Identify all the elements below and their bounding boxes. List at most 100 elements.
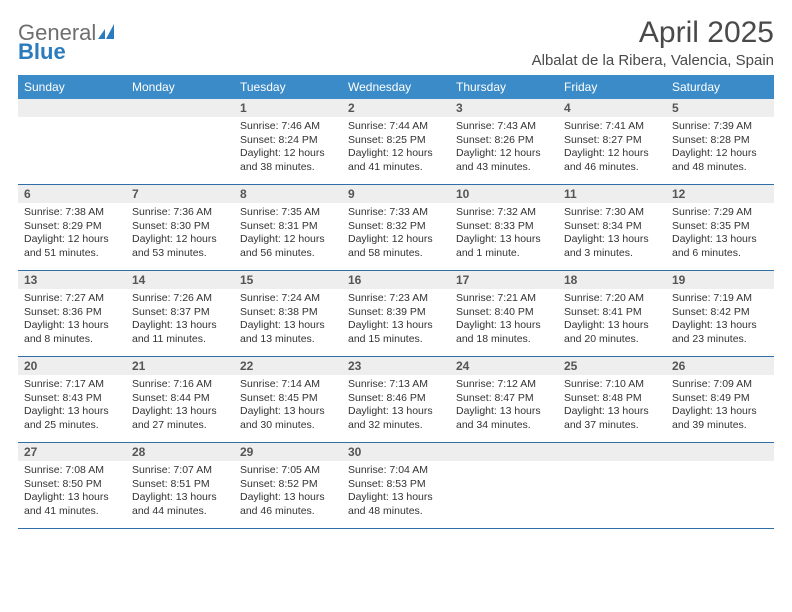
calendar-cell: 7Sunrise: 7:36 AMSunset: 8:30 PMDaylight… xyxy=(126,185,234,271)
day-number-bar: 28 xyxy=(126,443,234,461)
day-info: Sunrise: 7:29 AMSunset: 8:35 PMDaylight:… xyxy=(666,203,774,265)
day-number-bar: 2 xyxy=(342,99,450,117)
day-info: Sunrise: 7:09 AMSunset: 8:49 PMDaylight:… xyxy=(666,375,774,437)
sunrise-line: Sunrise: 7:24 AM xyxy=(240,292,336,306)
day-number-bar: 19 xyxy=(666,271,774,289)
calendar-cell: 25Sunrise: 7:10 AMSunset: 8:48 PMDayligh… xyxy=(558,357,666,443)
daylight-line: Daylight: 13 hours and 3 minutes. xyxy=(564,233,660,260)
day-number-bar: 14 xyxy=(126,271,234,289)
sunset-line: Sunset: 8:45 PM xyxy=(240,392,336,406)
daylight-line: Daylight: 13 hours and 46 minutes. xyxy=(240,491,336,518)
sunrise-line: Sunrise: 7:23 AM xyxy=(348,292,444,306)
sunrise-line: Sunrise: 7:08 AM xyxy=(24,464,120,478)
sunrise-line: Sunrise: 7:12 AM xyxy=(456,378,552,392)
day-info: Sunrise: 7:44 AMSunset: 8:25 PMDaylight:… xyxy=(342,117,450,179)
daylight-line: Daylight: 12 hours and 51 minutes. xyxy=(24,233,120,260)
calendar-cell: 10Sunrise: 7:32 AMSunset: 8:33 PMDayligh… xyxy=(450,185,558,271)
calendar-cell: 15Sunrise: 7:24 AMSunset: 8:38 PMDayligh… xyxy=(234,271,342,357)
daylight-line: Daylight: 13 hours and 30 minutes. xyxy=(240,405,336,432)
calendar-cell: 11Sunrise: 7:30 AMSunset: 8:34 PMDayligh… xyxy=(558,185,666,271)
daylight-line: Daylight: 12 hours and 48 minutes. xyxy=(672,147,768,174)
day-info: Sunrise: 7:10 AMSunset: 8:48 PMDaylight:… xyxy=(558,375,666,437)
sunset-line: Sunset: 8:40 PM xyxy=(456,306,552,320)
month-title: April 2025 xyxy=(532,16,774,50)
calendar-cell: 2Sunrise: 7:44 AMSunset: 8:25 PMDaylight… xyxy=(342,99,450,185)
daylight-line: Daylight: 13 hours and 39 minutes. xyxy=(672,405,768,432)
day-info: Sunrise: 7:27 AMSunset: 8:36 PMDaylight:… xyxy=(18,289,126,351)
sunrise-line: Sunrise: 7:09 AM xyxy=(672,378,768,392)
day-info: Sunrise: 7:19 AMSunset: 8:42 PMDaylight:… xyxy=(666,289,774,351)
sunrise-line: Sunrise: 7:13 AM xyxy=(348,378,444,392)
daylight-line: Daylight: 12 hours and 53 minutes. xyxy=(132,233,228,260)
sunrise-line: Sunrise: 7:27 AM xyxy=(24,292,120,306)
sunset-line: Sunset: 8:50 PM xyxy=(24,478,120,492)
calendar-cell: 3Sunrise: 7:43 AMSunset: 8:26 PMDaylight… xyxy=(450,99,558,185)
sunset-line: Sunset: 8:34 PM xyxy=(564,220,660,234)
calendar-cell: 26Sunrise: 7:09 AMSunset: 8:49 PMDayligh… xyxy=(666,357,774,443)
day-number-bar: 16 xyxy=(342,271,450,289)
sunset-line: Sunset: 8:29 PM xyxy=(24,220,120,234)
calendar-cell: 24Sunrise: 7:12 AMSunset: 8:47 PMDayligh… xyxy=(450,357,558,443)
day-number-bar: 18 xyxy=(558,271,666,289)
day-number-bar: 30 xyxy=(342,443,450,461)
day-info: Sunrise: 7:21 AMSunset: 8:40 PMDaylight:… xyxy=(450,289,558,351)
calendar-cell-empty xyxy=(450,443,558,529)
day-info: Sunrise: 7:07 AMSunset: 8:51 PMDaylight:… xyxy=(126,461,234,523)
daylight-line: Daylight: 13 hours and 25 minutes. xyxy=(24,405,120,432)
sunrise-line: Sunrise: 7:46 AM xyxy=(240,120,336,134)
sunrise-line: Sunrise: 7:38 AM xyxy=(24,206,120,220)
sunrise-line: Sunrise: 7:20 AM xyxy=(564,292,660,306)
day-number-bar xyxy=(18,99,126,117)
daylight-line: Daylight: 13 hours and 11 minutes. xyxy=(132,319,228,346)
daylight-line: Daylight: 13 hours and 32 minutes. xyxy=(348,405,444,432)
day-info: Sunrise: 7:16 AMSunset: 8:44 PMDaylight:… xyxy=(126,375,234,437)
day-info: Sunrise: 7:17 AMSunset: 8:43 PMDaylight:… xyxy=(18,375,126,437)
day-number-bar xyxy=(666,443,774,461)
calendar-cell: 27Sunrise: 7:08 AMSunset: 8:50 PMDayligh… xyxy=(18,443,126,529)
sunrise-line: Sunrise: 7:07 AM xyxy=(132,464,228,478)
day-info: Sunrise: 7:05 AMSunset: 8:52 PMDaylight:… xyxy=(234,461,342,523)
day-info: Sunrise: 7:08 AMSunset: 8:50 PMDaylight:… xyxy=(18,461,126,523)
daylight-line: Daylight: 13 hours and 6 minutes. xyxy=(672,233,768,260)
daylight-line: Daylight: 13 hours and 23 minutes. xyxy=(672,319,768,346)
day-info: Sunrise: 7:30 AMSunset: 8:34 PMDaylight:… xyxy=(558,203,666,265)
calendar-cell: 1Sunrise: 7:46 AMSunset: 8:24 PMDaylight… xyxy=(234,99,342,185)
daylight-line: Daylight: 12 hours and 58 minutes. xyxy=(348,233,444,260)
day-info: Sunrise: 7:26 AMSunset: 8:37 PMDaylight:… xyxy=(126,289,234,351)
sunrise-line: Sunrise: 7:36 AM xyxy=(132,206,228,220)
daylight-line: Daylight: 13 hours and 1 minute. xyxy=(456,233,552,260)
daylight-line: Daylight: 13 hours and 27 minutes. xyxy=(132,405,228,432)
sunrise-line: Sunrise: 7:33 AM xyxy=(348,206,444,220)
daylight-line: Daylight: 12 hours and 41 minutes. xyxy=(348,147,444,174)
sunset-line: Sunset: 8:53 PM xyxy=(348,478,444,492)
daylight-line: Daylight: 13 hours and 34 minutes. xyxy=(456,405,552,432)
day-number-bar: 21 xyxy=(126,357,234,375)
sunset-line: Sunset: 8:41 PM xyxy=(564,306,660,320)
sunrise-line: Sunrise: 7:17 AM xyxy=(24,378,120,392)
day-number-bar: 27 xyxy=(18,443,126,461)
day-info: Sunrise: 7:35 AMSunset: 8:31 PMDaylight:… xyxy=(234,203,342,265)
day-info: Sunrise: 7:04 AMSunset: 8:53 PMDaylight:… xyxy=(342,461,450,523)
logo: General Blue xyxy=(18,16,120,68)
day-number-bar: 29 xyxy=(234,443,342,461)
sunset-line: Sunset: 8:47 PM xyxy=(456,392,552,406)
dow-header: Wednesday xyxy=(342,75,450,99)
day-info: Sunrise: 7:14 AMSunset: 8:45 PMDaylight:… xyxy=(234,375,342,437)
dow-header: Sunday xyxy=(18,75,126,99)
dow-header: Friday xyxy=(558,75,666,99)
sunrise-line: Sunrise: 7:43 AM xyxy=(456,120,552,134)
calendar-cell: 8Sunrise: 7:35 AMSunset: 8:31 PMDaylight… xyxy=(234,185,342,271)
sunset-line: Sunset: 8:49 PM xyxy=(672,392,768,406)
page-header: General Blue April 2025 Albalat de la Ri… xyxy=(18,16,774,69)
calendar-cell: 5Sunrise: 7:39 AMSunset: 8:28 PMDaylight… xyxy=(666,99,774,185)
daylight-line: Daylight: 13 hours and 44 minutes. xyxy=(132,491,228,518)
day-number-bar: 10 xyxy=(450,185,558,203)
title-block: April 2025 Albalat de la Ribera, Valenci… xyxy=(532,16,774,69)
sunrise-line: Sunrise: 7:35 AM xyxy=(240,206,336,220)
day-info: Sunrise: 7:46 AMSunset: 8:24 PMDaylight:… xyxy=(234,117,342,179)
sunset-line: Sunset: 8:31 PM xyxy=(240,220,336,234)
sunset-line: Sunset: 8:36 PM xyxy=(24,306,120,320)
day-number-bar: 24 xyxy=(450,357,558,375)
day-info: Sunrise: 7:13 AMSunset: 8:46 PMDaylight:… xyxy=(342,375,450,437)
day-info: Sunrise: 7:12 AMSunset: 8:47 PMDaylight:… xyxy=(450,375,558,437)
